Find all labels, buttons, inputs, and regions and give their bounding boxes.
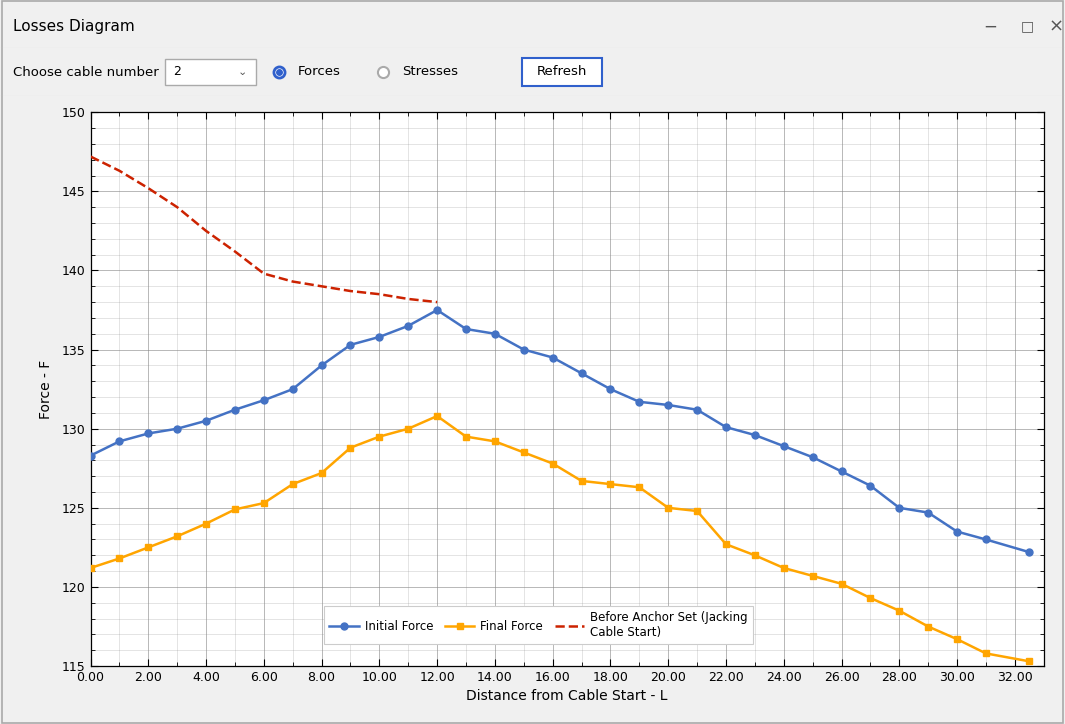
- Text: Forces: Forces: [298, 65, 341, 78]
- Initial Force: [546, 353, 559, 362]
- Before Anchor Set (Jacking
Cable Start): [170, 203, 183, 211]
- Initial Force: [315, 361, 328, 370]
- Final Force: [229, 505, 242, 514]
- Initial Force: [951, 527, 964, 536]
- Initial Force: [286, 385, 299, 394]
- Initial Force: [518, 345, 530, 354]
- Final Force: [604, 480, 617, 489]
- Final Force: [835, 579, 848, 588]
- Initial Force: [142, 429, 154, 438]
- Initial Force: [661, 400, 674, 409]
- Initial Force: [199, 416, 212, 425]
- Final Force: [402, 424, 414, 433]
- Initial Force: [980, 535, 993, 544]
- Final Force: [315, 468, 328, 477]
- Initial Force: [460, 324, 473, 333]
- Before Anchor Set (Jacking
Cable Start): [113, 167, 126, 175]
- Final Force: [84, 563, 97, 572]
- Initial Force: [575, 369, 588, 378]
- Text: −: −: [983, 17, 998, 35]
- Line: Final Force: Final Force: [87, 413, 1033, 665]
- Before Anchor Set (Jacking
Cable Start): [229, 247, 242, 256]
- Text: Choose cable number: Choose cable number: [13, 66, 159, 79]
- Final Force: [864, 594, 876, 602]
- Initial Force: [720, 423, 733, 432]
- FancyBboxPatch shape: [522, 58, 602, 85]
- Final Force: [460, 432, 473, 441]
- Final Force: [258, 499, 271, 508]
- Final Force: [489, 437, 502, 446]
- Final Force: [633, 483, 645, 492]
- Final Force: [142, 543, 154, 552]
- Final Force: [344, 443, 357, 452]
- Initial Force: [489, 329, 502, 338]
- Line: Initial Force: Initial Force: [87, 306, 1033, 555]
- Initial Force: [113, 437, 126, 446]
- Text: Stresses: Stresses: [403, 65, 459, 78]
- Final Force: [546, 459, 559, 468]
- Final Force: [170, 532, 183, 541]
- Text: ×: ×: [1049, 17, 1064, 35]
- Before Anchor Set (Jacking
Cable Start): [84, 152, 97, 161]
- Before Anchor Set (Jacking
Cable Start): [258, 269, 271, 278]
- Initial Force: [633, 397, 645, 406]
- Before Anchor Set (Jacking
Cable Start): [402, 295, 414, 303]
- Final Force: [661, 503, 674, 512]
- Final Force: [806, 571, 819, 580]
- Final Force: [199, 519, 212, 528]
- X-axis label: Distance from Cable Start - L: Distance from Cable Start - L: [466, 689, 668, 704]
- Initial Force: [864, 481, 876, 490]
- Y-axis label: Force - F: Force - F: [39, 360, 53, 418]
- Final Force: [720, 540, 733, 549]
- Text: □: □: [1021, 20, 1034, 33]
- Final Force: [691, 507, 704, 515]
- Initial Force: [892, 503, 905, 512]
- Initial Force: [835, 467, 848, 476]
- Final Force: [777, 563, 790, 572]
- Final Force: [922, 622, 935, 631]
- Initial Force: [749, 431, 761, 439]
- Initial Force: [1022, 548, 1035, 557]
- Line: Before Anchor Set (Jacking
Cable Start): Before Anchor Set (Jacking Cable Start): [91, 156, 437, 302]
- Final Force: [518, 448, 530, 457]
- Final Force: [980, 649, 993, 658]
- Before Anchor Set (Jacking
Cable Start): [373, 290, 386, 298]
- Initial Force: [604, 385, 617, 394]
- FancyBboxPatch shape: [165, 59, 256, 85]
- Final Force: [113, 554, 126, 563]
- Before Anchor Set (Jacking
Cable Start): [315, 282, 328, 290]
- Final Force: [951, 635, 964, 644]
- Initial Force: [691, 405, 704, 414]
- Initial Force: [806, 452, 819, 461]
- Before Anchor Set (Jacking
Cable Start): [430, 298, 443, 306]
- Text: 2: 2: [174, 65, 181, 78]
- Text: Losses Diagram: Losses Diagram: [13, 19, 134, 34]
- Initial Force: [922, 508, 935, 517]
- Initial Force: [84, 451, 97, 460]
- Final Force: [1022, 657, 1035, 665]
- Before Anchor Set (Jacking
Cable Start): [199, 227, 212, 235]
- Final Force: [892, 606, 905, 615]
- Initial Force: [170, 424, 183, 433]
- Initial Force: [229, 405, 242, 414]
- Initial Force: [430, 306, 443, 314]
- Initial Force: [344, 340, 357, 349]
- Initial Force: [402, 321, 414, 330]
- Text: Refresh: Refresh: [537, 65, 587, 78]
- Final Force: [575, 476, 588, 485]
- Final Force: [430, 412, 443, 421]
- Initial Force: [258, 396, 271, 405]
- Final Force: [286, 480, 299, 489]
- Before Anchor Set (Jacking
Cable Start): [142, 184, 154, 193]
- Before Anchor Set (Jacking
Cable Start): [286, 277, 299, 286]
- Final Force: [373, 432, 386, 441]
- Text: ⌄: ⌄: [237, 67, 247, 77]
- Legend: Initial Force, Final Force, Before Anchor Set (Jacking
Cable Start): Initial Force, Final Force, Before Ancho…: [325, 606, 753, 644]
- Initial Force: [777, 442, 790, 450]
- Final Force: [749, 551, 761, 560]
- Before Anchor Set (Jacking
Cable Start): [344, 287, 357, 295]
- Initial Force: [373, 332, 386, 341]
